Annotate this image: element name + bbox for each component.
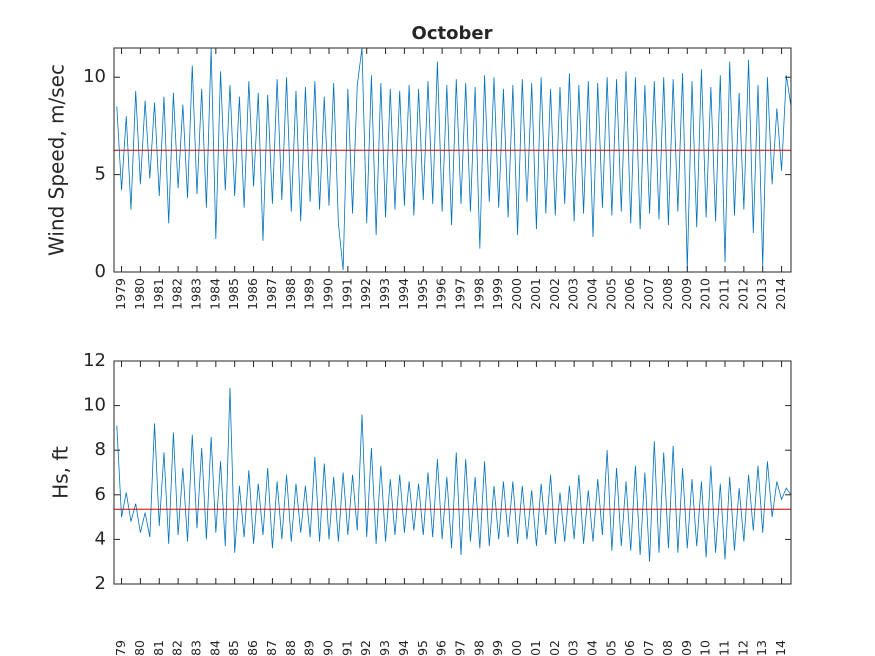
y-tick-label: 10 <box>83 66 106 87</box>
x-tick-label: 92 <box>358 640 373 656</box>
x-tick-label: 02 <box>547 640 562 656</box>
x-tick-label: 1992 <box>358 278 373 310</box>
x-tick-label: 13 <box>754 640 769 656</box>
y-tick-label: 4 <box>95 528 106 549</box>
x-tick-label: 1984 <box>207 278 222 310</box>
x-tick-label: 99 <box>490 640 505 656</box>
axes-box <box>113 360 792 585</box>
x-tick-label: 03 <box>566 640 581 656</box>
x-tick-label: 1994 <box>396 278 411 310</box>
x-tick-label: 1988 <box>283 278 298 310</box>
x-tick-label: 1993 <box>377 278 392 310</box>
plot-area <box>114 361 791 584</box>
x-tick-label: 04 <box>584 640 599 656</box>
x-tick-label: 2005 <box>603 278 618 310</box>
x-tick-label: 1989 <box>302 278 317 310</box>
x-tick-label: 2011 <box>716 278 731 310</box>
x-tick-label: 81 <box>151 640 166 656</box>
x-tick-label: 2002 <box>547 278 562 310</box>
x-tick-label: 2006 <box>622 278 637 310</box>
x-tick-label: 90 <box>320 640 335 656</box>
x-tick-label: 05 <box>603 640 618 656</box>
x-tick-label: 14 <box>773 640 788 656</box>
x-tick-label: 00 <box>509 640 524 656</box>
x-tick-label: 80 <box>132 640 147 656</box>
y-tick-label: 2 <box>95 573 106 594</box>
x-tick-label: 95 <box>415 640 430 656</box>
x-tick-label: 94 <box>396 640 411 656</box>
x-tick-label: 2008 <box>660 278 675 310</box>
x-tick-label: 2001 <box>528 278 543 310</box>
x-tick-label: 1995 <box>415 278 430 310</box>
y-tick-label: 5 <box>95 164 106 185</box>
x-tick-label: 2010 <box>698 278 713 310</box>
x-tick-label: 1990 <box>320 278 335 310</box>
x-tick-label: 2009 <box>679 278 694 310</box>
x-tick-label: 1991 <box>339 278 354 310</box>
x-tick-label: 07 <box>641 640 656 656</box>
x-tick-label: 2000 <box>509 278 524 310</box>
x-tick-label: 1981 <box>151 278 166 310</box>
x-tick-label: 1997 <box>452 278 467 310</box>
chart-title: October <box>412 23 493 44</box>
x-tick-label: 1998 <box>471 278 486 310</box>
x-tick-label: 85 <box>226 640 241 656</box>
x-tick-label: 97 <box>452 640 467 656</box>
x-tick-label: 82 <box>170 640 185 656</box>
y-axis-label: Wind Speed, m/sec <box>45 64 69 256</box>
y-axis-label: Hs, ft <box>49 446 73 499</box>
x-tick-label: 1985 <box>226 278 241 310</box>
y-tick-label: 12 <box>83 350 106 371</box>
x-tick-label: 06 <box>622 640 637 656</box>
x-tick-label: 1986 <box>245 278 260 310</box>
x-tick-label: 1982 <box>170 278 185 310</box>
x-tick-label: 1999 <box>490 278 505 310</box>
x-tick-label: 84 <box>207 640 222 656</box>
x-tick-label: 2014 <box>773 278 788 310</box>
x-tick-label: 2007 <box>641 278 656 310</box>
data-line <box>116 387 791 562</box>
x-tick-label: 87 <box>264 640 279 656</box>
y-tick-label: 10 <box>83 395 106 416</box>
x-tick-label: 11 <box>716 640 731 656</box>
axes-box <box>113 47 792 273</box>
x-tick-label: 12 <box>735 640 750 656</box>
x-tick-label: 89 <box>302 640 317 656</box>
y-tick-label: 6 <box>95 484 106 505</box>
x-tick-label: 01 <box>528 640 543 656</box>
x-tick-label: 79 <box>113 640 128 656</box>
y-tick-label: 8 <box>95 439 106 460</box>
x-tick-label: 1987 <box>264 278 279 310</box>
x-tick-label: 91 <box>339 640 354 656</box>
x-tick-label: 88 <box>283 640 298 656</box>
x-tick-label: 2013 <box>754 278 769 310</box>
x-tick-label: 86 <box>245 640 260 656</box>
x-tick-label: 93 <box>377 640 392 656</box>
data-line <box>116 48 791 271</box>
x-tick-label: 1983 <box>188 278 203 310</box>
x-tick-label: 83 <box>188 640 203 656</box>
x-tick-label: 2012 <box>735 278 750 310</box>
x-tick-label: 2003 <box>566 278 581 310</box>
x-tick-label: 1979 <box>113 278 128 310</box>
y-tick-label: 0 <box>95 261 106 282</box>
x-tick-label: 98 <box>471 640 486 656</box>
x-tick-label: 2004 <box>584 278 599 310</box>
x-tick-label: 96 <box>434 640 449 656</box>
x-tick-label: 09 <box>679 640 694 656</box>
x-tick-label: 10 <box>698 640 713 656</box>
x-tick-label: 1996 <box>434 278 449 310</box>
x-tick-label: 1980 <box>132 278 147 310</box>
x-tick-label: 08 <box>660 640 675 656</box>
